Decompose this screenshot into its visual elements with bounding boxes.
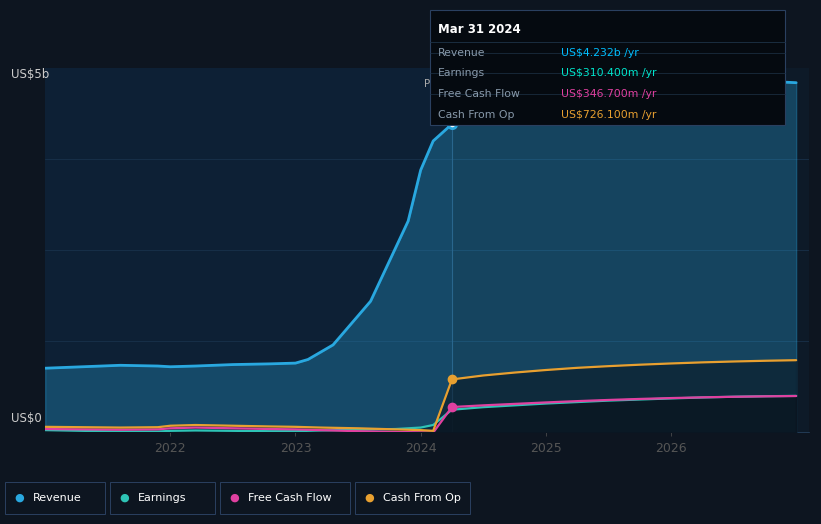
Text: Past: Past	[424, 79, 446, 89]
Text: Mar 31 2024: Mar 31 2024	[438, 24, 521, 36]
Text: US$726.100m /yr: US$726.100m /yr	[562, 110, 657, 119]
Text: US$4.232b /yr: US$4.232b /yr	[562, 48, 639, 58]
Text: US$5b: US$5b	[11, 68, 49, 81]
Text: ●: ●	[15, 493, 25, 503]
Text: Revenue: Revenue	[33, 493, 81, 503]
Text: Revenue: Revenue	[438, 48, 486, 58]
Text: ●: ●	[365, 493, 374, 503]
Text: Earnings: Earnings	[138, 493, 186, 503]
Text: Free Cash Flow: Free Cash Flow	[248, 493, 332, 503]
Bar	[452, 68, 809, 432]
Text: ●: ●	[230, 493, 240, 503]
Text: Cash From Op: Cash From Op	[438, 110, 515, 119]
Text: Free Cash Flow: Free Cash Flow	[438, 89, 520, 99]
Text: Earnings: Earnings	[438, 68, 485, 78]
Text: ●: ●	[120, 493, 130, 503]
Text: US$346.700m /yr: US$346.700m /yr	[562, 89, 657, 99]
Text: US$0: US$0	[11, 412, 42, 425]
Text: Analysts Forecasts: Analysts Forecasts	[458, 79, 556, 89]
Text: US$310.400m /yr: US$310.400m /yr	[562, 68, 657, 78]
Text: Cash From Op: Cash From Op	[383, 493, 461, 503]
